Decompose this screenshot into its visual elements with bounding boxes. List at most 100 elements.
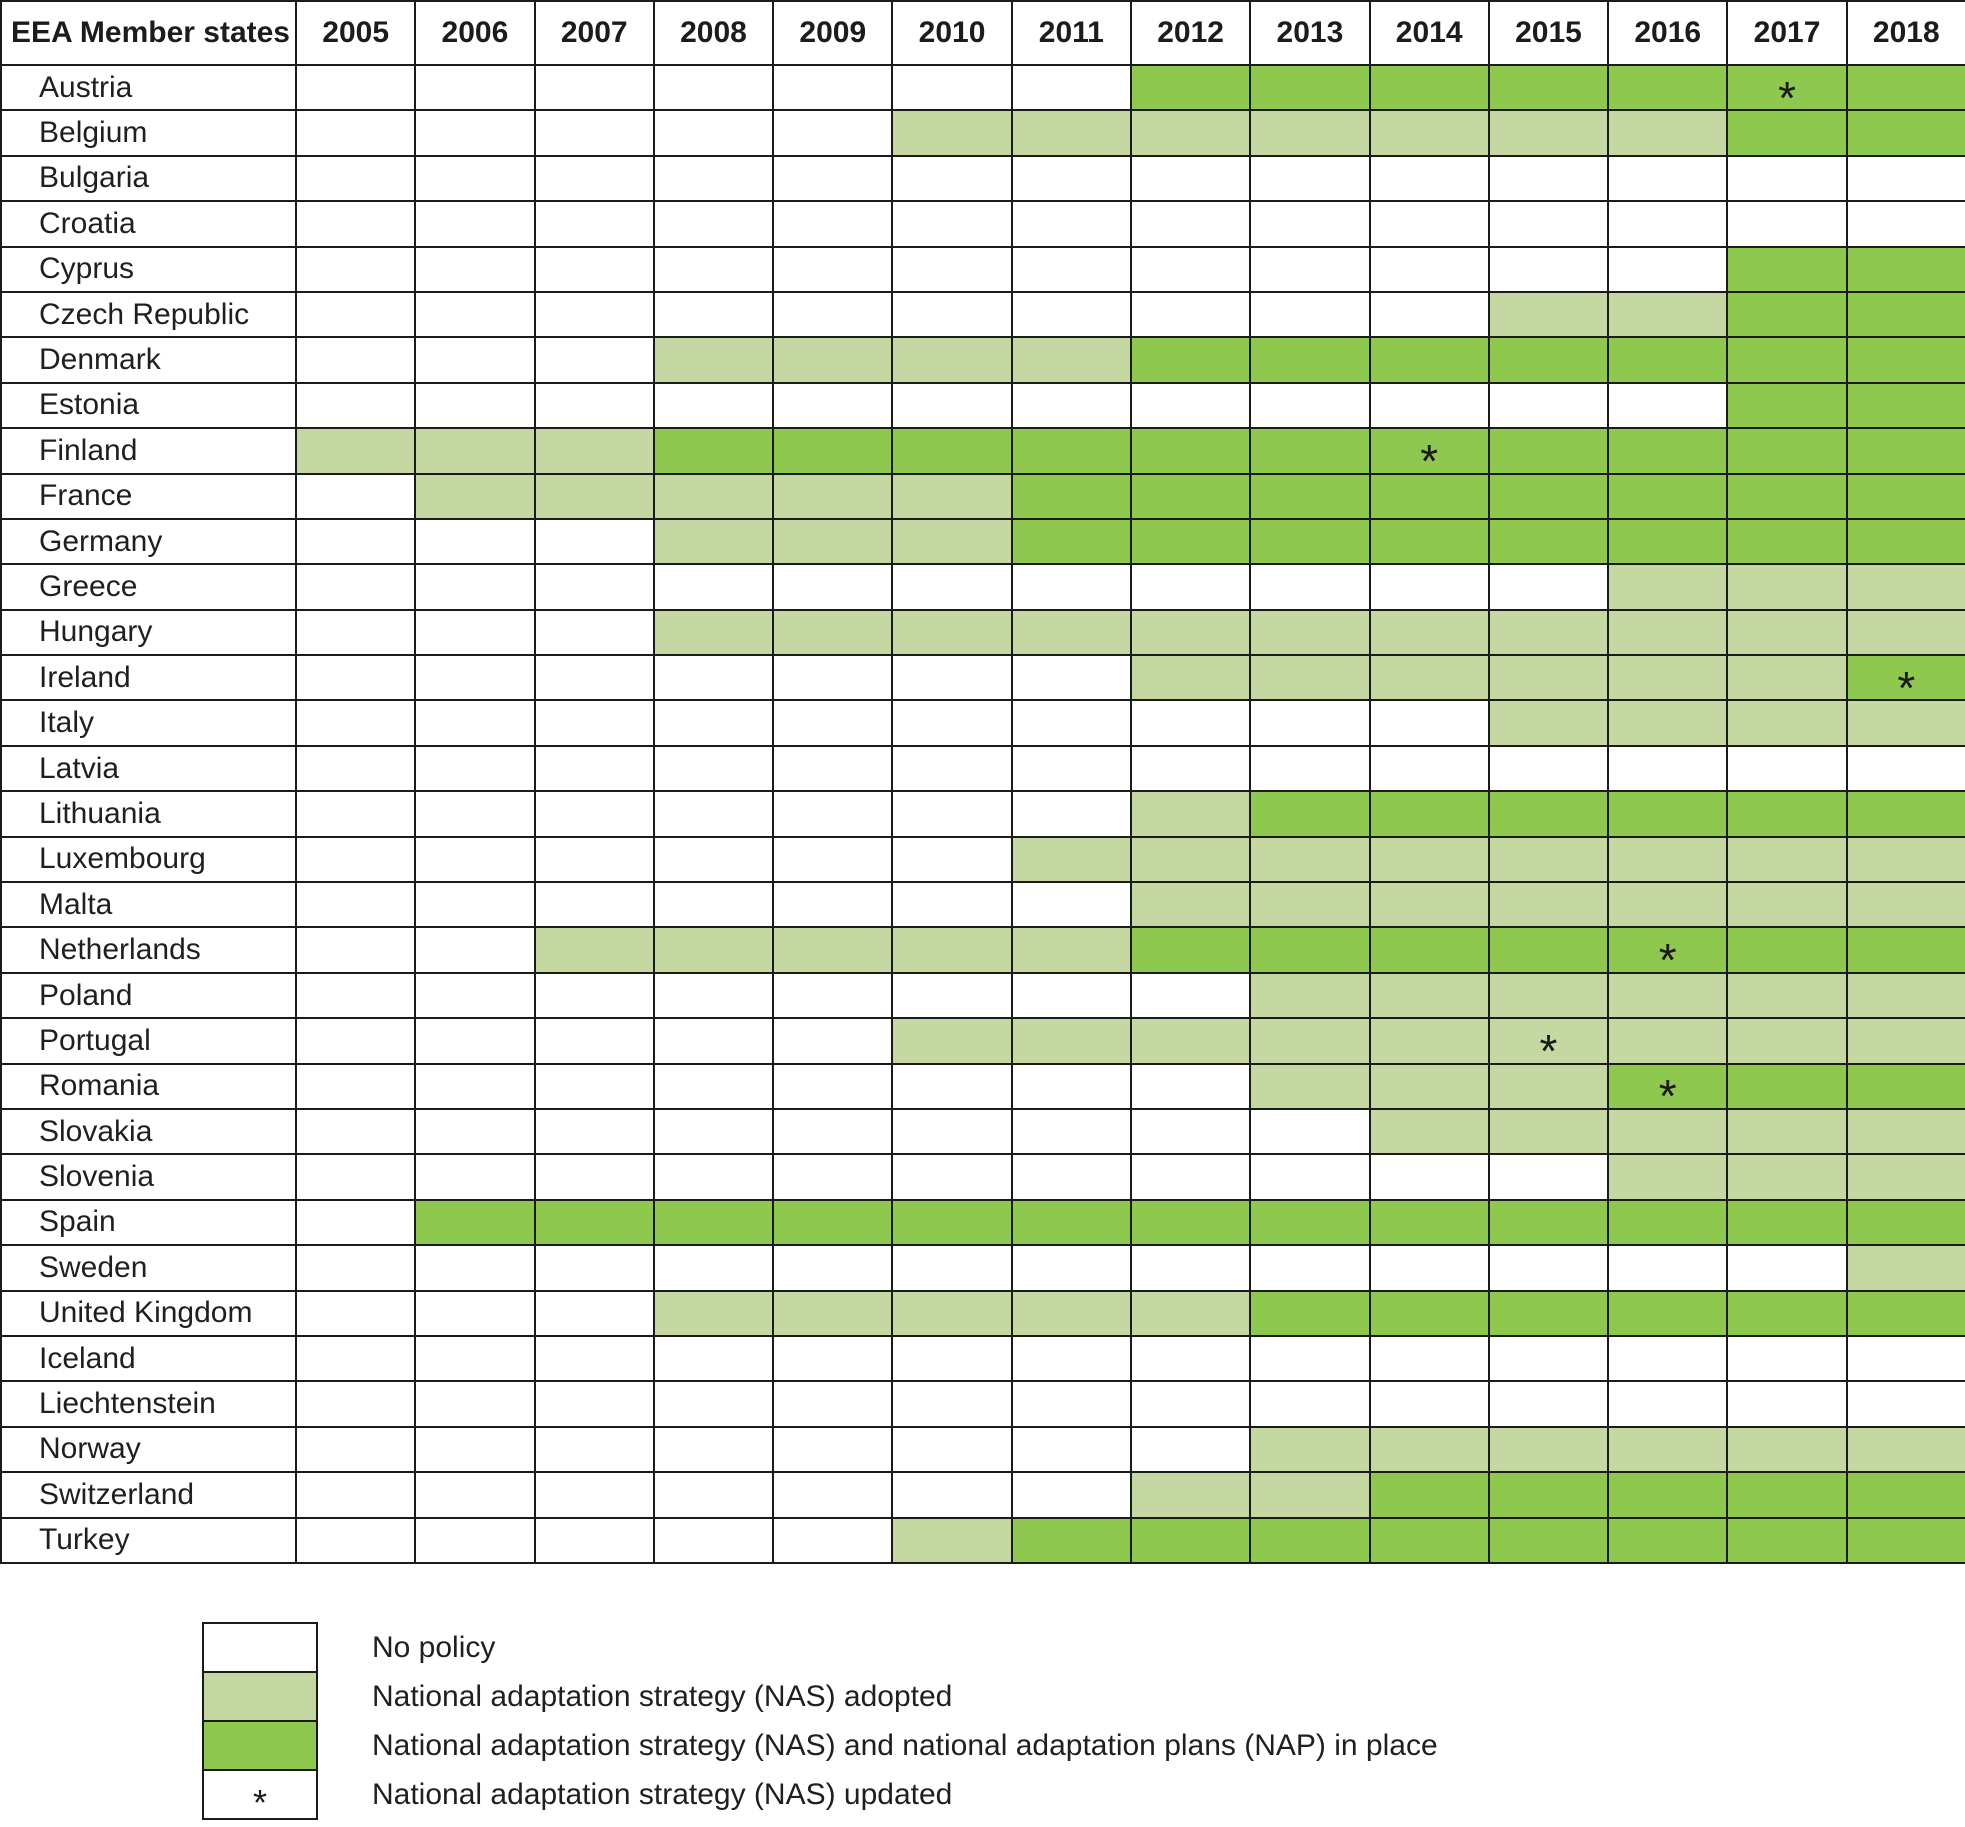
cell-turkey-2008 — [652, 1516, 775, 1564]
cell-denmark-2013 — [1249, 336, 1371, 384]
cell-ireland-2017 — [1726, 654, 1848, 702]
asterisk-icon: * — [1420, 434, 1439, 487]
cell-france-2005 — [294, 472, 417, 520]
cell-france-2006 — [414, 472, 536, 520]
cell-denmark-2017 — [1726, 336, 1848, 384]
cell-iceland-2011 — [1010, 1334, 1132, 1383]
cell-lithuania-2017 — [1726, 790, 1848, 838]
legend-label: National adaptation strategy (NAS) and n… — [372, 1728, 1438, 1762]
cell-slovenia-2008 — [652, 1153, 775, 1201]
cell-romania-2011 — [1010, 1062, 1132, 1110]
cell-cyprus-2008 — [652, 245, 775, 293]
cell-bulgaria-2006 — [414, 154, 536, 203]
cell-italy-2005 — [294, 699, 417, 747]
year-header-2008: 2008 — [652, 0, 775, 66]
cell-ireland-2016 — [1607, 654, 1729, 702]
cell-czech-republic-2009 — [772, 290, 894, 339]
cell-slovenia-2011 — [1010, 1153, 1132, 1201]
cell-iceland-2018 — [1845, 1334, 1965, 1383]
cell-finland-2005 — [294, 427, 417, 475]
cell-cyprus-2005 — [294, 245, 417, 293]
cell-romania-2016: * — [1607, 1062, 1729, 1119]
cell-germany-2016 — [1607, 517, 1729, 566]
cell-germany-2005 — [294, 517, 417, 566]
year-header-2017: 2017 — [1726, 0, 1848, 66]
country-label: Greece — [0, 563, 297, 611]
cell-latvia-2009 — [772, 744, 894, 793]
cell-sweden-2012 — [1129, 1244, 1252, 1292]
cell-estonia-2018 — [1845, 381, 1965, 430]
cell-belgium-2013 — [1249, 109, 1371, 157]
cell-slovakia-2007 — [533, 1107, 655, 1156]
legend-label: National adaptation strategy (NAS) updat… — [372, 1777, 953, 1811]
cell-france-2016 — [1607, 472, 1729, 520]
cell-italy-2014 — [1368, 699, 1490, 747]
country-label: Iceland — [0, 1334, 297, 1383]
cell-hungary-2015 — [1487, 608, 1610, 657]
cell-sweden-2018 — [1845, 1244, 1965, 1292]
cell-portugal-2014 — [1368, 1017, 1490, 1065]
cell-sweden-2016 — [1607, 1244, 1729, 1292]
cell-croatia-2012 — [1129, 200, 1252, 248]
cell-iceland-2014 — [1368, 1334, 1490, 1383]
table-row-austria: Austria * — [0, 63, 1965, 121]
cell-finland-2009 — [772, 427, 894, 475]
year-header-2007: 2007 — [533, 0, 655, 66]
cell-germany-2015 — [1487, 517, 1610, 566]
cell-sweden-2013 — [1249, 1244, 1371, 1292]
asterisk-icon: * — [1658, 934, 1677, 987]
asterisk-icon: * — [1897, 661, 1916, 714]
cell-austria-2009 — [772, 63, 894, 112]
cell-italy-2008 — [652, 699, 775, 747]
cell-norway-2009 — [772, 1425, 894, 1474]
cell-czech-republic-2010 — [891, 290, 1013, 339]
cell-cyprus-2010 — [891, 245, 1013, 293]
cell-iceland-2005 — [294, 1334, 417, 1383]
cell-france-2008 — [652, 472, 775, 520]
table-row-italy: Italy — [0, 699, 1965, 747]
cell-liechtenstein-2012 — [1129, 1380, 1252, 1428]
cell-croatia-2011 — [1010, 200, 1132, 248]
cell-france-2011 — [1010, 472, 1132, 520]
cell-germany-2014 — [1368, 517, 1490, 566]
cell-malta-2011 — [1010, 881, 1132, 929]
cell-latvia-2005 — [294, 744, 417, 793]
cell-ireland-2009 — [772, 654, 894, 702]
cell-croatia-2009 — [772, 200, 894, 248]
cell-croatia-2010 — [891, 200, 1013, 248]
cell-malta-2014 — [1368, 881, 1490, 929]
cell-bulgaria-2018 — [1845, 154, 1965, 203]
cell-liechtenstein-2018 — [1845, 1380, 1965, 1428]
table-row-czech-republic: Czech Republic — [0, 290, 1965, 339]
cell-belgium-2009 — [772, 109, 894, 157]
cell-norway-2013 — [1249, 1425, 1371, 1474]
cell-finland-2018 — [1845, 427, 1965, 475]
cell-slovenia-2012 — [1129, 1153, 1252, 1201]
cell-belgium-2011 — [1010, 109, 1132, 157]
cell-portugal-2006 — [414, 1017, 536, 1065]
cell-poland-2010 — [891, 971, 1013, 1020]
cell-sweden-2007 — [533, 1244, 655, 1292]
cell-denmark-2007 — [533, 336, 655, 384]
cell-ireland-2011 — [1010, 654, 1132, 702]
cell-cyprus-2018 — [1845, 245, 1965, 293]
cell-italy-2011 — [1010, 699, 1132, 747]
cell-cyprus-2014 — [1368, 245, 1490, 293]
cell-hungary-2008 — [652, 608, 775, 657]
cell-netherlands-2012 — [1129, 926, 1252, 974]
legend-item-nas-updated: * National adaptation strategy (NAS) upd… — [202, 1769, 1438, 1820]
cell-luxembourg-2005 — [294, 835, 417, 884]
cell-iceland-2015 — [1487, 1334, 1610, 1383]
cell-slovakia-2013 — [1249, 1107, 1371, 1156]
cell-lithuania-2007 — [533, 790, 655, 838]
cell-slovakia-2005 — [294, 1107, 417, 1156]
cell-lithuania-2006 — [414, 790, 536, 838]
cell-croatia-2005 — [294, 200, 417, 248]
cell-czech-republic-2011 — [1010, 290, 1132, 339]
cell-greece-2018 — [1845, 563, 1965, 611]
country-label: Hungary — [0, 608, 297, 657]
cell-bulgaria-2011 — [1010, 154, 1132, 203]
cell-lithuania-2013 — [1249, 790, 1371, 838]
cell-romania-2018 — [1845, 1062, 1965, 1110]
country-label: Slovenia — [0, 1153, 297, 1201]
